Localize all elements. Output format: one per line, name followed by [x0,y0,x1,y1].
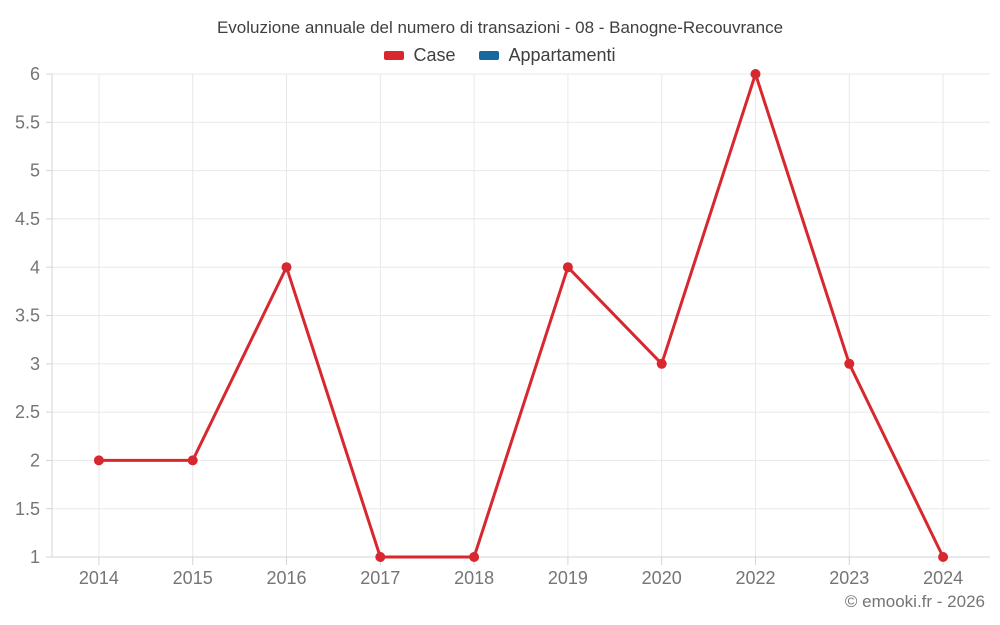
x-tick-label: 2018 [454,568,494,588]
y-tick-label: 2 [30,451,40,471]
y-tick-label: 1.5 [15,499,40,519]
x-tick-label: 2024 [923,568,963,588]
legend-label-appartamenti: Appartamenti [508,45,616,65]
y-tick-label: 1 [30,547,40,567]
y-tick-label: 4.5 [15,209,40,229]
y-tick-label: 3 [30,354,40,374]
data-point-case-2014[interactable] [93,455,104,466]
legend-item-case[interactable]: Case [384,45,455,66]
data-point-case-2024[interactable] [938,552,949,562]
data-point-case-2017[interactable] [375,552,386,562]
x-tick-label: 2016 [266,568,306,588]
x-tick-label: 2019 [548,568,588,588]
y-tick-label: 5 [30,161,40,181]
x-tick-label: 2017 [360,568,400,588]
x-tick-label: 2020 [642,568,682,588]
copyright-text: © emooki.fr - 2026 [844,592,985,611]
data-point-case-2023[interactable] [844,358,855,369]
y-tick-label: 2.5 [15,402,40,422]
data-point-case-2020[interactable] [656,358,667,369]
legend-swatch-appartamenti [479,51,500,60]
legend-label-case: Case [413,45,456,65]
y-tick-label: 4 [30,257,40,277]
data-point-case-2015[interactable] [187,455,198,466]
data-point-case-2022[interactable] [750,69,761,79]
y-tick-label: 5.5 [15,112,40,132]
data-point-case-2016[interactable] [281,262,292,273]
legend-swatch-case [384,51,405,60]
x-tick-label: 2015 [173,568,213,588]
x-tick-label: 2022 [735,568,775,588]
series-line-case [98,69,945,559]
x-tick-label: 2023 [829,568,869,588]
data-point-case-2018[interactable] [469,552,480,562]
y-tick-label: 3.5 [15,306,40,326]
x-tick-label: 2014 [79,568,119,588]
y-tick-label: 6 [30,64,40,84]
chart-title: Evoluzione annuale del numero di transaz… [216,18,784,37]
chart-legend: Case Appartamenti [0,45,1000,66]
legend-item-appartamenti[interactable]: Appartamenti [479,45,616,66]
data-point-case-2019[interactable] [562,262,573,273]
